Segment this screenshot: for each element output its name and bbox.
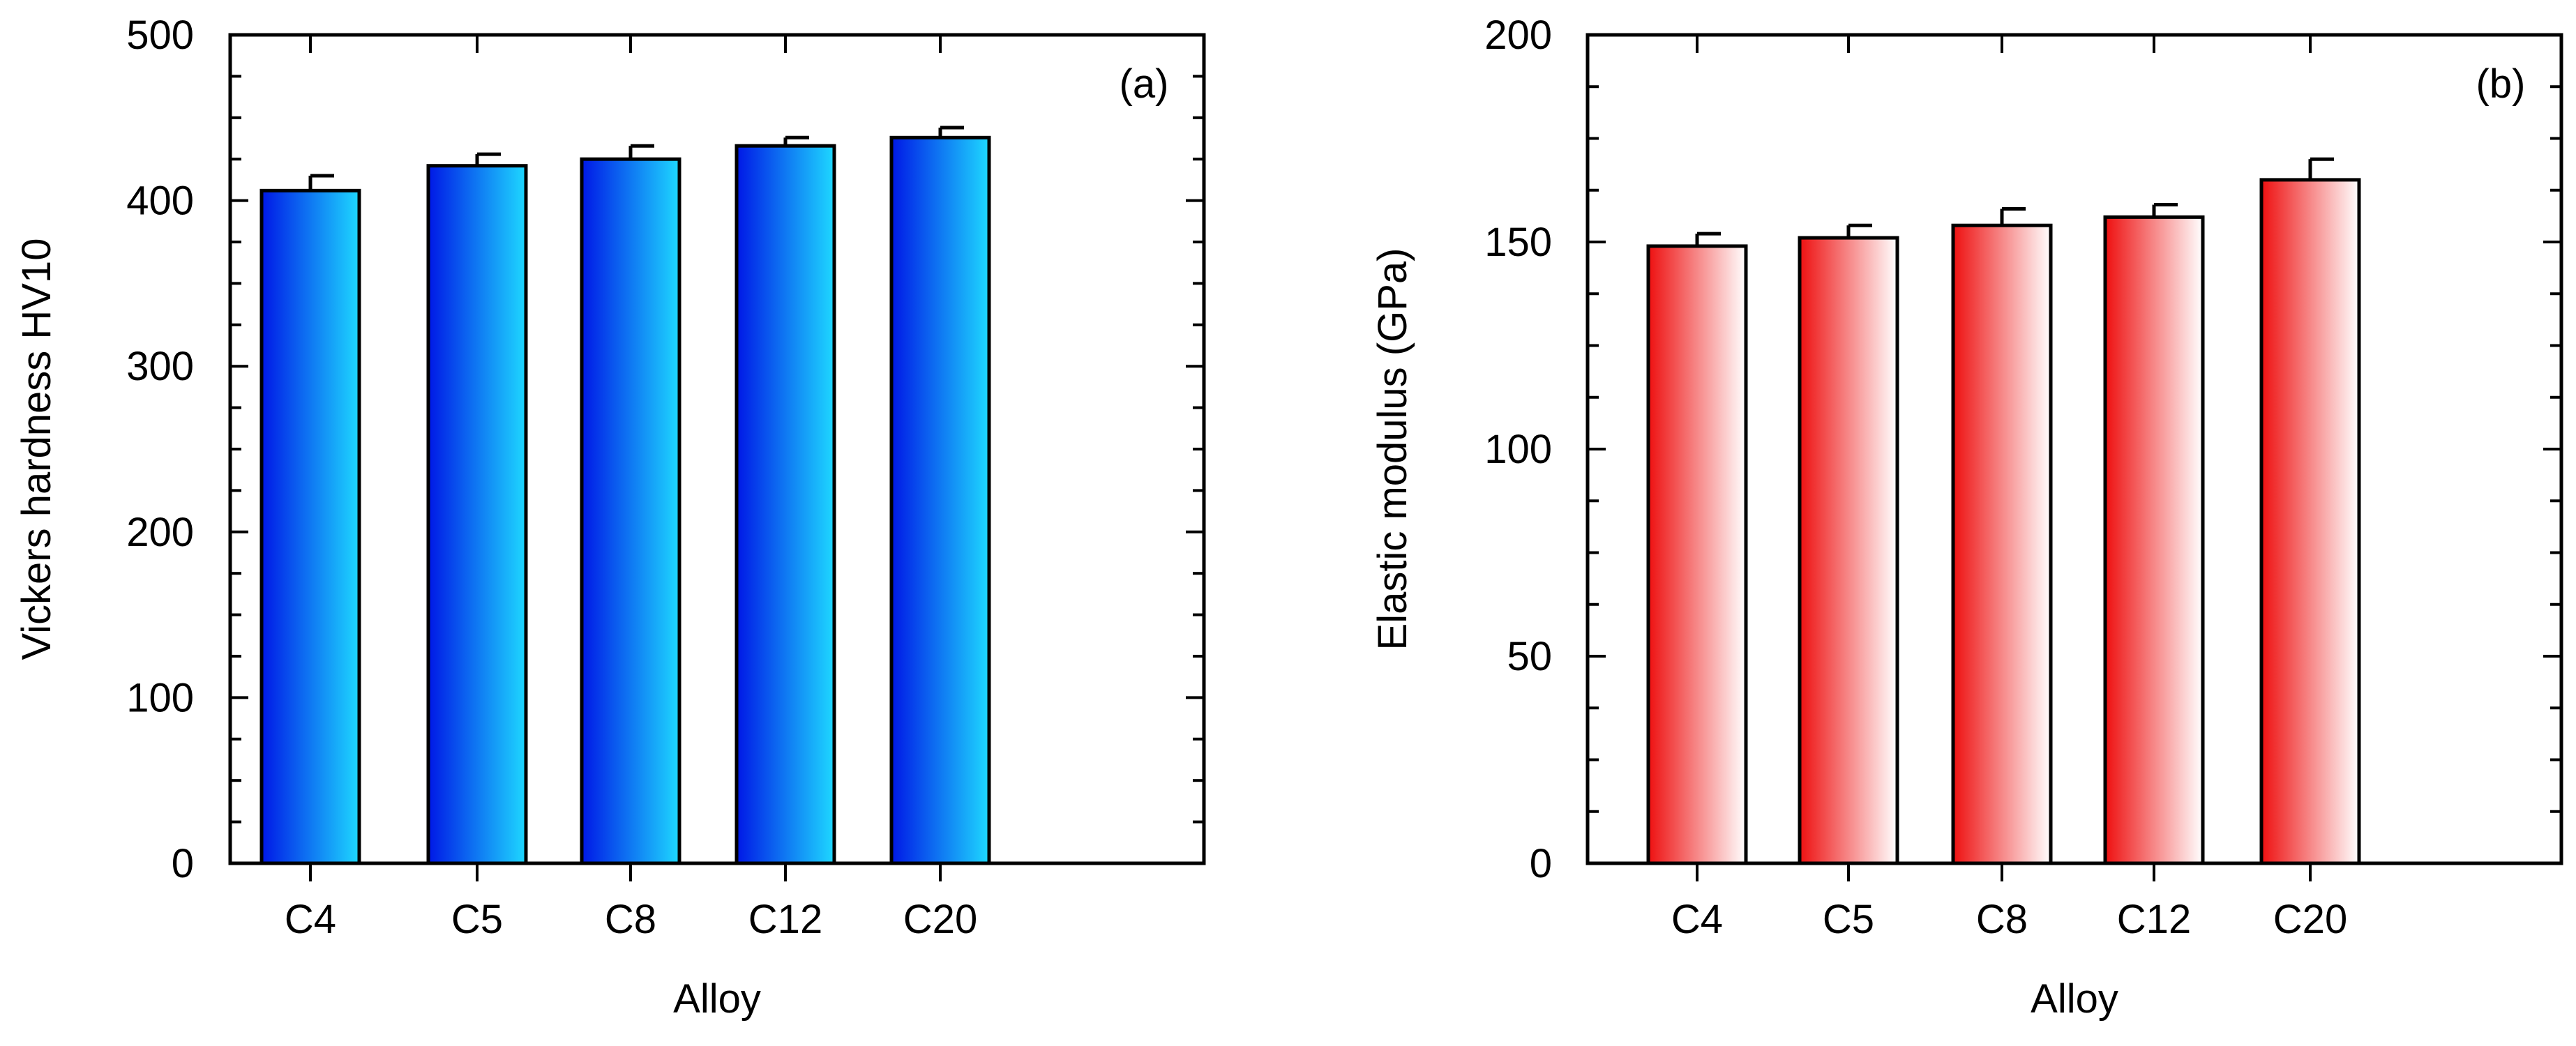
bar-b-C20 <box>2259 178 2361 865</box>
x-tick-label-C4: C4 <box>285 897 336 942</box>
x-tick-label-C8: C8 <box>1976 897 2028 942</box>
x-tick-label-C5: C5 <box>451 897 503 942</box>
bars-b <box>1646 157 2361 865</box>
bars-a <box>259 126 991 865</box>
x-axis-title-b: Alloy <box>2031 976 2118 1022</box>
panel-label-a: (a) <box>1120 61 1169 107</box>
xtick-labels-a: C4 C5 C8 C12 C20 <box>285 897 977 942</box>
y-tick-label: 200 <box>126 510 194 555</box>
y-axis-title-b: Elastic modulus (GPa) <box>1370 248 1415 651</box>
bar-b-C4 <box>1646 244 1748 865</box>
bar-a-C12 <box>735 144 836 865</box>
plot-frame-a <box>228 33 1206 865</box>
y-tick-label: 0 <box>172 841 194 886</box>
y-tick-label: 500 <box>126 13 194 58</box>
x-tick-label-C12: C12 <box>748 897 822 942</box>
y-tick-label: 100 <box>126 675 194 720</box>
bar-b-C12 <box>2103 215 2205 865</box>
y-tick-label: 400 <box>126 179 194 224</box>
x-tick-label-C20: C20 <box>903 897 977 942</box>
x-tick-label-C5: C5 <box>1823 897 1874 942</box>
xtick-labels-b: C4 C5 C8 C12 C20 <box>1671 897 2347 942</box>
y-tick-label: 200 <box>1484 13 1552 58</box>
bar-a-C5 <box>426 164 528 865</box>
x-tick-label-C20: C20 <box>2273 897 2347 942</box>
ticks-a <box>230 33 1204 881</box>
y-tick-label: 300 <box>126 344 194 389</box>
x-tick-label-C8: C8 <box>605 897 656 942</box>
bar-a-C20 <box>889 135 991 865</box>
x-tick-label-C4: C4 <box>1671 897 1723 942</box>
y-tick-label: 50 <box>1507 634 1552 679</box>
panel-label-b: (b) <box>2476 61 2526 107</box>
y-tick-label: 100 <box>1484 427 1552 472</box>
bar-a-C8 <box>580 157 681 865</box>
x-axis-title-a: Alloy <box>673 976 761 1022</box>
y-tick-label: 150 <box>1484 220 1552 265</box>
plot-frame-b <box>1585 33 2563 865</box>
y-tick-label: 0 <box>1530 841 1552 886</box>
ytick-labels-b: 0 50 100 150 200 <box>1484 13 1552 886</box>
bar-b-C5 <box>1798 236 1899 865</box>
ytick-labels-a: 0 100 200 300 400 500 <box>126 13 194 886</box>
x-tick-label-C12: C12 <box>2117 897 2191 942</box>
bar-b-C8 <box>1951 223 2053 865</box>
y-axis-title-a: Vickers hardness HV10 <box>14 238 59 660</box>
bar-a-C4 <box>259 188 361 865</box>
chart-panel-b: 0 50 100 150 200 C4 C5 C8 C12 C20 (b) Alloy Elas… <box>1370 13 2563 1022</box>
